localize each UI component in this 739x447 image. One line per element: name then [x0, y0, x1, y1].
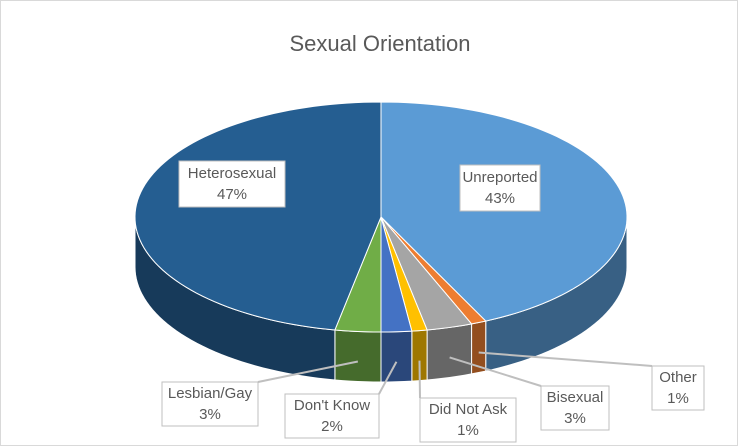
leader-line: [378, 361, 398, 395]
leader-line: [257, 360, 359, 383]
label-name: Lesbian/Gay: [168, 385, 253, 402]
label-value: 3%: [199, 406, 221, 423]
slice: [380, 101, 628, 322]
label-box: [459, 164, 541, 212]
label-name: Unreported: [462, 169, 537, 186]
label-box: [651, 365, 705, 411]
label-value: 47%: [217, 186, 247, 203]
label-name: Heterosexual: [188, 165, 276, 182]
label-value: 2%: [321, 418, 343, 435]
leader-line: [449, 356, 542, 387]
slice-side: [334, 329, 382, 383]
chart-title: Sexual Orientation: [290, 31, 471, 56]
label-box: [419, 397, 517, 443]
slice: [134, 101, 382, 331]
label-box: [540, 385, 610, 431]
label-value: 3%: [564, 410, 586, 427]
slice-side: [426, 323, 473, 381]
label-name: Bisexual: [547, 389, 604, 406]
label-name: Did Not Ask: [429, 401, 508, 418]
label-value: 43%: [485, 190, 515, 207]
label-box: [284, 393, 380, 439]
leader-line: [478, 351, 653, 367]
label-name: Don't Know: [294, 397, 370, 414]
slice: [380, 216, 473, 331]
label-name: Other: [659, 369, 697, 386]
leader-line: [418, 360, 421, 399]
label-value: 1%: [457, 422, 479, 439]
label-box: [178, 160, 286, 208]
label-value: 1%: [667, 390, 689, 407]
slice-side: [380, 330, 413, 383]
label-box: [161, 381, 259, 427]
